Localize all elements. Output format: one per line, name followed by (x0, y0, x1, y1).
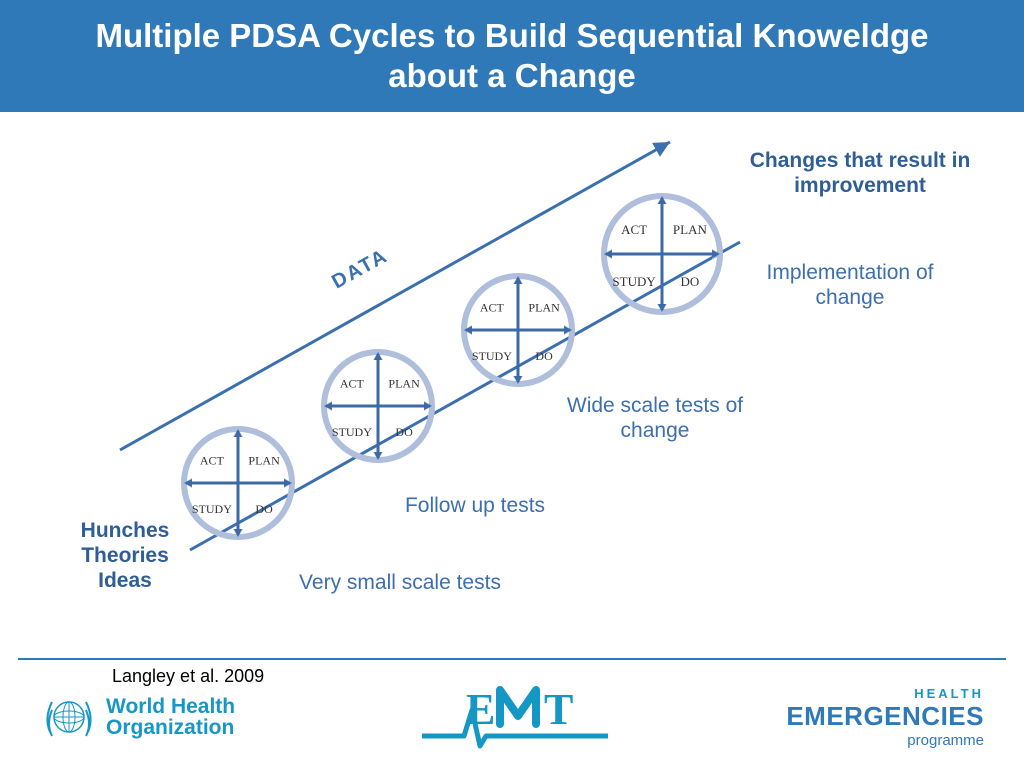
who-line2: Organization (106, 717, 235, 738)
svg-text:DO: DO (395, 425, 413, 439)
label-start: HunchesTheoriesIdeas (60, 518, 190, 594)
svg-text:PLAN: PLAN (673, 222, 708, 237)
he-sub: programme (786, 732, 984, 749)
svg-text:PLAN: PLAN (528, 300, 560, 314)
citation: Langley et al. 2009 (112, 666, 264, 687)
svg-text:DO: DO (255, 502, 273, 516)
svg-text:ACT: ACT (621, 222, 647, 237)
svg-text:STUDY: STUDY (192, 502, 232, 516)
diagram-area: DATA ACT PLAN STUDY DO ACT PLAN STUDY D (30, 130, 1014, 658)
pdsa-cycle-4: ACT PLAN STUDY DO (600, 192, 724, 316)
he-top: HEALTH (786, 686, 984, 701)
stage-label-3: Wide scale tests of change (540, 393, 770, 443)
svg-text:STUDY: STUDY (612, 274, 656, 289)
svg-text:STUDY: STUDY (332, 425, 372, 439)
slide-title: Multiple PDSA Cycles to Build Sequential… (0, 16, 1024, 95)
slide: Multiple PDSA Cycles to Build Sequential… (0, 0, 1024, 768)
health-emergencies-logo: HEALTH EMERGENCIES programme (786, 686, 984, 749)
stage-label-4: Implementation of change (730, 260, 970, 310)
svg-text:ACT: ACT (200, 453, 225, 467)
svg-text:T: T (544, 685, 573, 734)
who-logo: World Health Organization (40, 688, 235, 746)
pdsa-cycle-3: ACT PLAN STUDY DO (460, 272, 576, 388)
who-text: World Health Organization (106, 696, 235, 738)
title-band: Multiple PDSA Cycles to Build Sequential… (0, 0, 1024, 112)
footer: Langley et al. 2009 World Health Organiz… (0, 658, 1024, 768)
svg-text:E: E (466, 685, 495, 734)
he-main: EMERGENCIES (786, 701, 984, 732)
footer-divider (18, 658, 1006, 660)
svg-text:ACT: ACT (340, 376, 365, 390)
svg-text:ACT: ACT (480, 300, 505, 314)
stage-label-2: Follow up tests (360, 493, 590, 518)
who-line1: World Health (106, 696, 235, 717)
stage-label-1: Very small scale tests (260, 570, 540, 595)
svg-text:DO: DO (535, 349, 553, 363)
pdsa-cycle-2: ACT PLAN STUDY DO (320, 348, 436, 464)
who-emblem-icon (40, 688, 98, 746)
emt-logo: E T (420, 676, 610, 759)
svg-text:STUDY: STUDY (472, 349, 512, 363)
pdsa-cycle-1: ACT PLAN STUDY DO (180, 425, 296, 541)
svg-text:PLAN: PLAN (388, 376, 420, 390)
label-end: Changes that result in improvement (730, 148, 990, 198)
svg-text:PLAN: PLAN (248, 453, 280, 467)
svg-text:DO: DO (681, 274, 700, 289)
